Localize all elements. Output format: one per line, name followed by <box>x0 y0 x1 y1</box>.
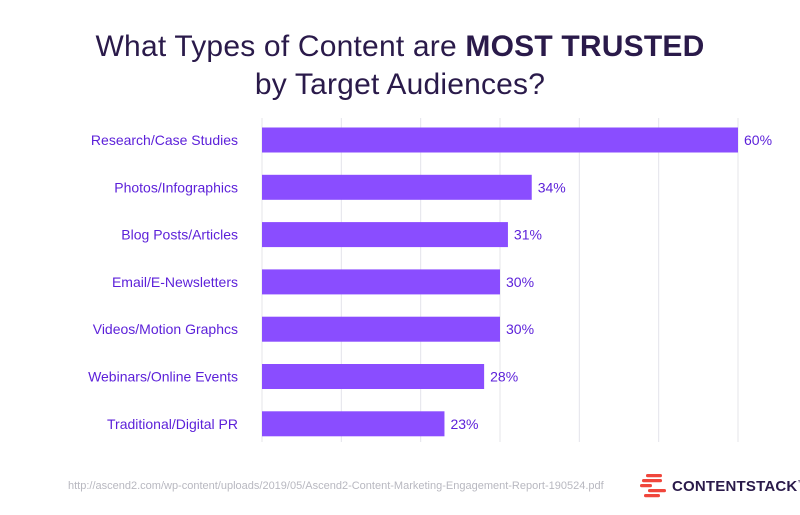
value-label: 34% <box>538 179 566 195</box>
contentstack-logo-icon <box>640 474 666 498</box>
value-label: 31% <box>514 227 542 243</box>
bar <box>262 411 445 437</box>
bar <box>262 269 500 295</box>
category-label: Research/Case Studies <box>91 132 238 148</box>
category-label: Videos/Motion Graphcs <box>93 321 238 337</box>
source-url[interactable]: http://ascend2.com/wp-content/uploads/20… <box>68 480 604 492</box>
logo-text: CONTENTSTACK <box>672 477 798 495</box>
bar <box>262 316 500 342</box>
value-label: 30% <box>506 321 534 337</box>
category-label: Blog Posts/Articles <box>121 227 238 243</box>
bar <box>262 174 532 200</box>
chart-title-line2: by Target Audiences? <box>254 68 546 101</box>
logo-trademark: ™ <box>797 480 800 487</box>
chart-title: What Types of Content are MOST TRUSTED b… <box>0 28 800 104</box>
logo-wordmark: CONTENTSTACK™ <box>672 478 800 495</box>
category-label: Email/E-Newsletters <box>112 274 238 290</box>
chart-title-line1: What Types of Content are MOST TRUSTED <box>0 28 800 66</box>
bar <box>262 222 508 248</box>
value-label: 28% <box>490 369 518 385</box>
category-label: Photos/Infographics <box>114 179 238 195</box>
title-prefix: What Types of Content are <box>95 30 466 63</box>
category-label: Webinars/Online Events <box>88 369 238 385</box>
contentstack-logo: CONTENTSTACK™ <box>640 474 800 498</box>
value-label: 23% <box>450 416 478 432</box>
value-label: 60% <box>744 132 772 148</box>
bar <box>262 364 485 389</box>
bar <box>262 127 738 153</box>
title-emphasis: MOST TRUSTED <box>465 30 705 63</box>
category-label: Traditional/Digital PR <box>107 416 238 432</box>
value-label: 30% <box>506 274 534 290</box>
